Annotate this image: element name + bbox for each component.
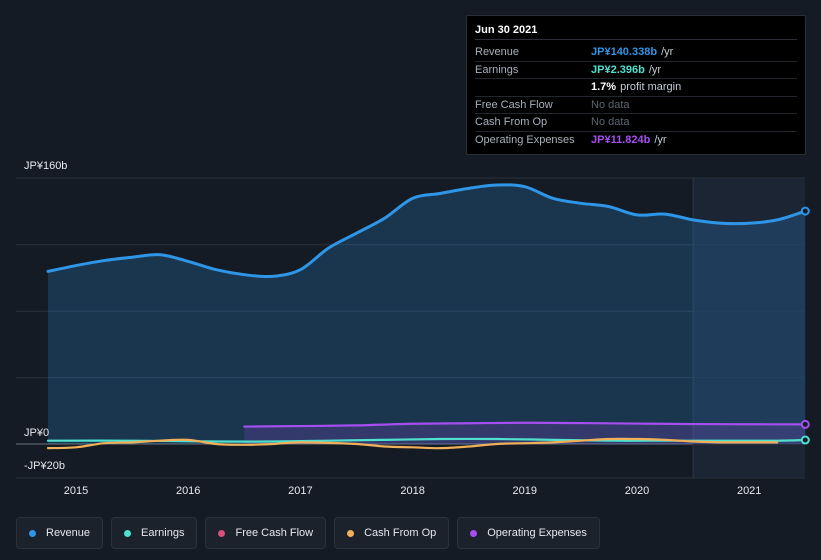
legend-label: Operating Expenses (487, 527, 587, 539)
x-tick-label: 2016 (175, 485, 201, 497)
tooltip-row-unit: /yr (648, 63, 662, 76)
tooltip-row-unit: /yr (654, 134, 667, 147)
tooltip-row-unit: profit margin (620, 81, 682, 94)
tooltip-row-unit: /yr (661, 46, 674, 59)
tooltip-row-value: JP¥140.338b (591, 46, 658, 59)
revenue-line (46, 183, 807, 279)
legend-dot-icon (124, 529, 132, 537)
legend-item-revenue[interactable]: Revenue (16, 517, 104, 549)
x-tick-label: 2018 (400, 485, 425, 497)
x-tick-label: 2020 (624, 485, 650, 497)
y-axis-label-top: JP¥160b (24, 160, 68, 172)
legend-item-operating-expenses[interactable]: Operating Expenses (457, 517, 600, 549)
forecast-region (693, 178, 805, 478)
y-axis-label-zero: JP¥0 (24, 427, 50, 439)
y-axis-label-bottom: -JP¥20b (24, 460, 65, 472)
tooltip-row-value: No data (591, 116, 630, 129)
tooltip-date: Jun 30 2021 (475, 24, 797, 40)
tooltip-row-label: Revenue (475, 46, 520, 59)
tooltip-row: Free Cash Flow No data (475, 97, 797, 114)
tooltip-row-value: 1.7% (591, 81, 617, 94)
legend-label: Earnings (141, 527, 185, 539)
earnings-line (46, 437, 807, 443)
tooltip-row-value: JP¥11.824b (591, 134, 651, 147)
legend-label: Revenue (46, 527, 91, 539)
tooltip-row: 1.7% profit margin (475, 79, 797, 97)
earnings-end-marker (800, 435, 810, 445)
operating-expenses-end-marker (800, 419, 810, 429)
operating-expenses-line (243, 421, 807, 428)
legend-dot-icon (218, 529, 226, 537)
tooltip-panel: Jun 30 2021 Revenue JP¥140.338b/yr Earning… (466, 15, 806, 155)
x-tick-label: 2015 (63, 485, 89, 497)
tooltip-row-label: Cash From Op (475, 116, 548, 129)
legend-dot-icon (347, 529, 355, 537)
x-tick-label: 2017 (288, 485, 313, 497)
legend-dot-icon (470, 529, 478, 537)
tooltip-row-value: No data (591, 98, 630, 111)
tooltip-row-label: Operating Expenses (475, 134, 575, 147)
tooltip-row: Revenue JP¥140.338b/yr (475, 44, 797, 62)
x-tick-label: 2019 (512, 485, 538, 497)
revenue-end-marker (800, 206, 810, 216)
legend-item-cash-from-op[interactable]: Cash From Op (334, 517, 450, 549)
legend-label: Cash From Op (364, 527, 437, 539)
legend-item-earnings[interactable]: Earnings (111, 517, 198, 549)
legend-dot-icon (29, 529, 36, 537)
tooltip-row-value: JP¥2.396b (591, 63, 645, 76)
tooltip-row: Cash From Op No data (475, 114, 797, 132)
tooltip-row: Operating Expenses JP¥11.824b/yr (475, 132, 797, 150)
x-tick-label: 2021 (736, 485, 762, 497)
revenue-area (47, 184, 806, 444)
legend: Revenue Earnings Free Cash Flow Cash From O… (16, 517, 600, 549)
cash-from-op-line (46, 437, 779, 450)
operating-expenses-area (244, 422, 806, 444)
tooltip-row: Earnings JP¥2.396b/yr (475, 62, 797, 79)
tooltip-row-label: Free Cash Flow (475, 98, 553, 111)
legend-item-free-cash-flow[interactable]: Free Cash Flow (205, 517, 327, 549)
legend-label: Free Cash Flow (235, 527, 314, 539)
tooltip-row-label: Earnings (475, 63, 519, 76)
